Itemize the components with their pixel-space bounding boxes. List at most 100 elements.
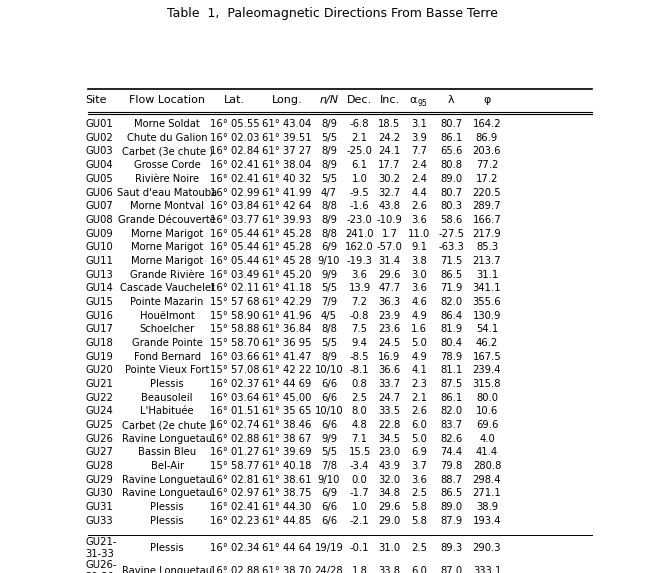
- Text: 69.6: 69.6: [476, 420, 498, 430]
- Text: Flow Location: Flow Location: [129, 95, 205, 105]
- Text: Long.: Long.: [272, 95, 302, 105]
- Text: -9.5: -9.5: [350, 187, 369, 198]
- Text: 80.7: 80.7: [440, 187, 463, 198]
- Text: Plessis: Plessis: [150, 516, 184, 526]
- Text: 203.6: 203.6: [473, 147, 501, 156]
- Text: 16° 02.81: 16° 02.81: [210, 475, 260, 485]
- Text: 6/9: 6/9: [321, 242, 337, 252]
- Text: 289.7: 289.7: [473, 201, 501, 211]
- Text: Plessis: Plessis: [150, 502, 184, 512]
- Text: 3.9: 3.9: [411, 133, 427, 143]
- Text: 2.5: 2.5: [411, 488, 427, 499]
- Text: GU31: GU31: [85, 502, 113, 512]
- Text: λ: λ: [448, 95, 455, 105]
- Text: 13.9: 13.9: [349, 283, 371, 293]
- Text: 10/10: 10/10: [315, 406, 343, 417]
- Text: 213.7: 213.7: [473, 256, 501, 266]
- Text: 4.6: 4.6: [411, 297, 427, 307]
- Text: 74.4: 74.4: [440, 448, 463, 457]
- Text: 82.0: 82.0: [440, 297, 463, 307]
- Text: 61° 45.28: 61° 45.28: [262, 229, 312, 238]
- Text: 61° 41.96: 61° 41.96: [262, 311, 312, 321]
- Text: 241.0: 241.0: [345, 229, 374, 238]
- Text: 41.4: 41.4: [476, 448, 498, 457]
- Text: 6/6: 6/6: [321, 379, 337, 389]
- Text: 8/8: 8/8: [321, 324, 337, 334]
- Text: 61° 41.47: 61° 41.47: [262, 352, 312, 362]
- Text: GU25: GU25: [85, 420, 113, 430]
- Text: -0.1: -0.1: [350, 543, 369, 553]
- Text: 7.7: 7.7: [411, 147, 427, 156]
- Text: 61° 39.93: 61° 39.93: [262, 215, 312, 225]
- Text: Ravine Longuetau: Ravine Longuetau: [122, 488, 212, 499]
- Text: 1.7: 1.7: [381, 229, 398, 238]
- Text: 16° 02.41: 16° 02.41: [210, 174, 260, 184]
- Text: 333.1: 333.1: [473, 566, 501, 573]
- Text: 290.3: 290.3: [473, 543, 501, 553]
- Text: 61° 39.69: 61° 39.69: [262, 448, 312, 457]
- Text: GU29: GU29: [85, 475, 113, 485]
- Text: 54.1: 54.1: [476, 324, 498, 334]
- Text: Cascade Vauchelet: Cascade Vauchelet: [120, 283, 214, 293]
- Text: 61° 36 95: 61° 36 95: [262, 338, 312, 348]
- Text: 4.1: 4.1: [411, 366, 427, 375]
- Text: 80.4: 80.4: [440, 338, 462, 348]
- Text: Schoelcher: Schoelcher: [139, 324, 195, 334]
- Text: 193.4: 193.4: [473, 516, 501, 526]
- Text: 8.0: 8.0: [352, 406, 367, 417]
- Text: 16° 02.37: 16° 02.37: [210, 379, 260, 389]
- Text: 71.9: 71.9: [440, 283, 463, 293]
- Text: Carbet (2e chute ): Carbet (2e chute ): [122, 420, 212, 430]
- Text: Grande Pointe: Grande Pointe: [131, 338, 203, 348]
- Text: 17.2: 17.2: [476, 174, 498, 184]
- Text: Fond Bernard: Fond Bernard: [133, 352, 201, 362]
- Text: GU10: GU10: [85, 242, 113, 252]
- Text: 16° 02.88: 16° 02.88: [210, 434, 260, 444]
- Text: 32.0: 32.0: [378, 475, 400, 485]
- Text: 43.8: 43.8: [378, 201, 400, 211]
- Text: 3.7: 3.7: [411, 461, 427, 471]
- Text: 130.9: 130.9: [473, 311, 501, 321]
- Text: -63.3: -63.3: [439, 242, 464, 252]
- Text: 6.0: 6.0: [411, 420, 427, 430]
- Text: 3.1: 3.1: [411, 119, 427, 129]
- Text: 7.2: 7.2: [352, 297, 368, 307]
- Text: GU06: GU06: [85, 187, 113, 198]
- Text: GU02: GU02: [85, 133, 113, 143]
- Text: 16° 02.34: 16° 02.34: [210, 543, 260, 553]
- Text: -10.9: -10.9: [376, 215, 402, 225]
- Text: 5/5: 5/5: [321, 133, 337, 143]
- Text: 16° 03.49: 16° 03.49: [210, 269, 260, 280]
- Text: GU13: GU13: [85, 269, 113, 280]
- Text: Ravine Longuetau: Ravine Longuetau: [122, 434, 212, 444]
- Text: 16° 02.74: 16° 02.74: [210, 420, 260, 430]
- Text: 33.8: 33.8: [378, 566, 400, 573]
- Text: 1.6: 1.6: [411, 324, 427, 334]
- Text: -1.6: -1.6: [350, 201, 369, 211]
- Text: Bassin Bleu: Bassin Bleu: [138, 448, 196, 457]
- Text: Rivière Noire: Rivière Noire: [135, 174, 199, 184]
- Text: -19.3: -19.3: [347, 256, 373, 266]
- Text: Morne Marigot: Morne Marigot: [131, 256, 203, 266]
- Text: 61° 45.00: 61° 45.00: [262, 393, 311, 403]
- Text: 166.7: 166.7: [473, 215, 501, 225]
- Text: 81.1: 81.1: [440, 366, 463, 375]
- Text: GU17: GU17: [85, 324, 113, 334]
- Text: 1.8: 1.8: [352, 566, 368, 573]
- Text: Ravine Longuetau: Ravine Longuetau: [122, 566, 212, 573]
- Text: 16° 05.44: 16° 05.44: [210, 242, 260, 252]
- Text: 6.0: 6.0: [411, 566, 427, 573]
- Text: 8/9: 8/9: [321, 160, 337, 170]
- Text: GU21: GU21: [85, 379, 113, 389]
- Text: 4.8: 4.8: [352, 420, 367, 430]
- Text: 16° 03.77: 16° 03.77: [210, 215, 260, 225]
- Text: 4.4: 4.4: [411, 187, 427, 198]
- Text: 298.4: 298.4: [473, 475, 501, 485]
- Text: 61° 38.46: 61° 38.46: [262, 420, 311, 430]
- Text: 18.5: 18.5: [378, 119, 400, 129]
- Text: 6.1: 6.1: [352, 160, 368, 170]
- Text: 61° 44.30: 61° 44.30: [262, 502, 311, 512]
- Text: 167.5: 167.5: [473, 352, 501, 362]
- Text: 3.6: 3.6: [352, 269, 368, 280]
- Text: 16° 02.41: 16° 02.41: [210, 160, 260, 170]
